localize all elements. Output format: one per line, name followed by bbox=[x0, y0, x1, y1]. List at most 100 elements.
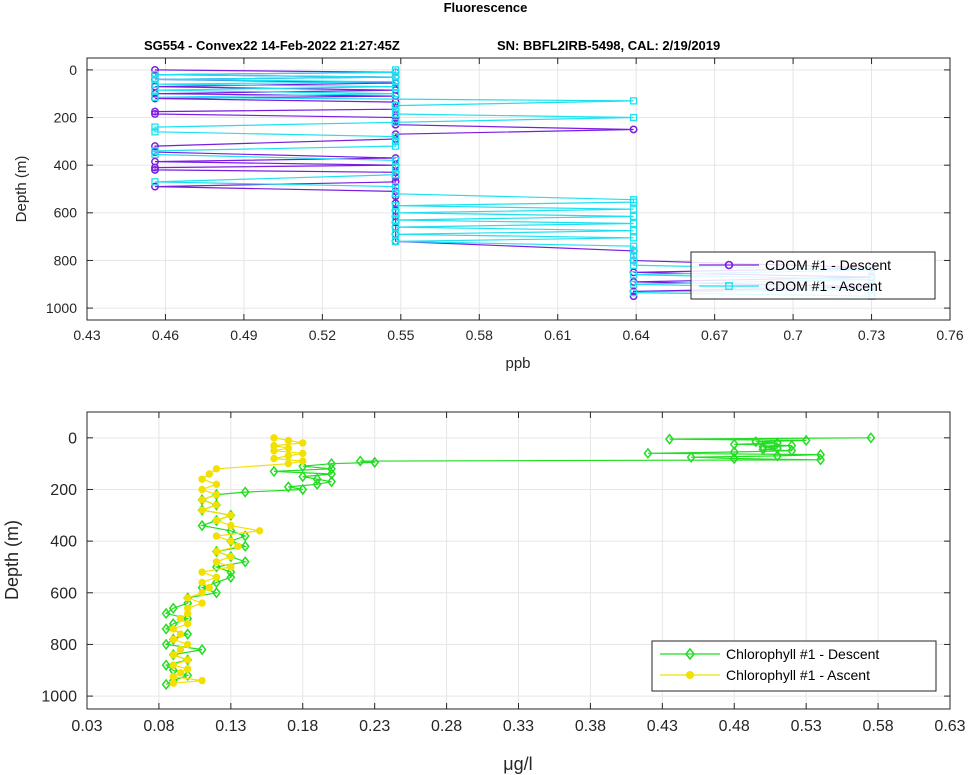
data-point bbox=[729, 446, 739, 458]
data-point bbox=[198, 568, 206, 576]
x-tick-label: 0.46 bbox=[152, 327, 179, 343]
data-point bbox=[391, 163, 400, 172]
data-point bbox=[629, 196, 638, 204]
data-point bbox=[198, 485, 206, 494]
data-point bbox=[198, 589, 206, 597]
data-point bbox=[629, 97, 638, 105]
data-point bbox=[240, 556, 250, 568]
data-point bbox=[240, 540, 250, 553]
data-point bbox=[758, 441, 768, 453]
data-point bbox=[234, 542, 242, 550]
data-point bbox=[183, 594, 192, 602]
data-point bbox=[629, 288, 638, 297]
data-point bbox=[151, 110, 159, 118]
data-point bbox=[629, 261, 638, 269]
data-point bbox=[198, 506, 206, 514]
data-point bbox=[284, 436, 293, 445]
data-point bbox=[629, 252, 638, 260]
x-tick-label: 0.43 bbox=[73, 327, 100, 343]
data-point bbox=[391, 216, 400, 224]
data-point bbox=[151, 163, 159, 172]
data-point bbox=[176, 614, 185, 623]
data-point bbox=[183, 656, 192, 664]
data-point bbox=[169, 625, 178, 633]
data-point bbox=[391, 106, 400, 115]
data-point bbox=[327, 457, 336, 470]
data-point bbox=[801, 434, 811, 447]
data-point bbox=[151, 71, 159, 79]
data-point bbox=[298, 483, 308, 496]
data-point bbox=[391, 78, 400, 86]
x-tick-label: 0.58 bbox=[466, 327, 493, 343]
x-tick-label: 0.7 bbox=[783, 327, 803, 343]
data-point bbox=[212, 465, 221, 473]
legend-box bbox=[690, 251, 936, 300]
grid bbox=[86, 58, 951, 320]
x-tick-label: 0.43 bbox=[647, 718, 678, 735]
data-point bbox=[391, 90, 400, 98]
y-tick-label: 1000 bbox=[46, 300, 77, 316]
data-point bbox=[772, 442, 782, 454]
data-point bbox=[169, 679, 178, 687]
data-point bbox=[355, 455, 365, 467]
data-point bbox=[151, 123, 159, 131]
data-point bbox=[176, 630, 185, 638]
y-tick-label: 600 bbox=[50, 585, 77, 602]
data-point bbox=[629, 271, 638, 279]
tick-labels: 0.43 0.46 0.49 0.52 0.55 0.58 0.61 0.64 0.67 0.7 0… bbox=[46, 58, 964, 343]
legend-marker bbox=[684, 647, 696, 661]
data-point bbox=[370, 456, 380, 469]
data-point bbox=[391, 223, 400, 231]
data-point bbox=[299, 449, 307, 458]
data-point bbox=[169, 651, 178, 659]
y-axis-label: Depth (m) bbox=[2, 520, 22, 600]
series-cdom-1-ascent bbox=[151, 66, 876, 300]
legend-label: Chlorophyll #1 - Ascent bbox=[726, 667, 870, 683]
data-point bbox=[391, 230, 400, 238]
data-point bbox=[284, 444, 293, 452]
y-tick-label: 0 bbox=[69, 62, 77, 78]
data-point bbox=[169, 673, 178, 681]
x-tick-label: 0.38 bbox=[575, 718, 606, 735]
data-point bbox=[227, 552, 235, 561]
data-point bbox=[284, 452, 293, 460]
data-point bbox=[391, 66, 400, 74]
data-point bbox=[298, 460, 308, 472]
data-point bbox=[197, 519, 207, 532]
data-point bbox=[629, 219, 638, 228]
x-tick-label: 0.63 bbox=[934, 718, 965, 735]
data-point bbox=[212, 490, 221, 499]
data-point bbox=[211, 576, 221, 589]
data-point bbox=[161, 638, 171, 651]
data-point bbox=[198, 676, 206, 685]
series-line bbox=[154, 69, 872, 297]
data-point bbox=[816, 448, 826, 461]
data-point bbox=[787, 439, 797, 452]
figure-subtitle-right: SN: BBFL2IRB-5498, CAL: 2/19/2019 bbox=[497, 38, 721, 53]
data-point bbox=[391, 171, 400, 179]
data-point bbox=[212, 501, 221, 509]
data-point bbox=[629, 125, 638, 134]
tick-labels: 0.03 0.08 0.13 0.18 0.23 0.28 0.33 0.38 0.43 0.48… bbox=[41, 412, 966, 735]
legend-label: CDOM #1 - Descent bbox=[765, 257, 891, 273]
data-point bbox=[772, 437, 782, 449]
data-point bbox=[391, 73, 400, 81]
data-point bbox=[816, 454, 826, 466]
data-point bbox=[227, 563, 235, 571]
data-point bbox=[327, 468, 336, 480]
data-point bbox=[391, 190, 400, 198]
chart-panel-2: 0.03 0.08 0.13 0.18 0.23 0.28 0.33 0.38 0.43 0.48… bbox=[2, 411, 966, 774]
data-point bbox=[212, 516, 221, 525]
data-point bbox=[183, 604, 192, 612]
y-tick-label: 200 bbox=[50, 482, 77, 499]
data-point bbox=[161, 659, 171, 671]
data-point bbox=[212, 480, 221, 489]
data-point bbox=[255, 527, 264, 535]
x-tick-label: 0.33 bbox=[503, 718, 534, 735]
data-point bbox=[629, 247, 638, 255]
data-point bbox=[327, 463, 336, 475]
x-tick-label: 0.53 bbox=[791, 718, 822, 735]
data-point bbox=[729, 452, 739, 465]
data-point bbox=[151, 147, 159, 155]
